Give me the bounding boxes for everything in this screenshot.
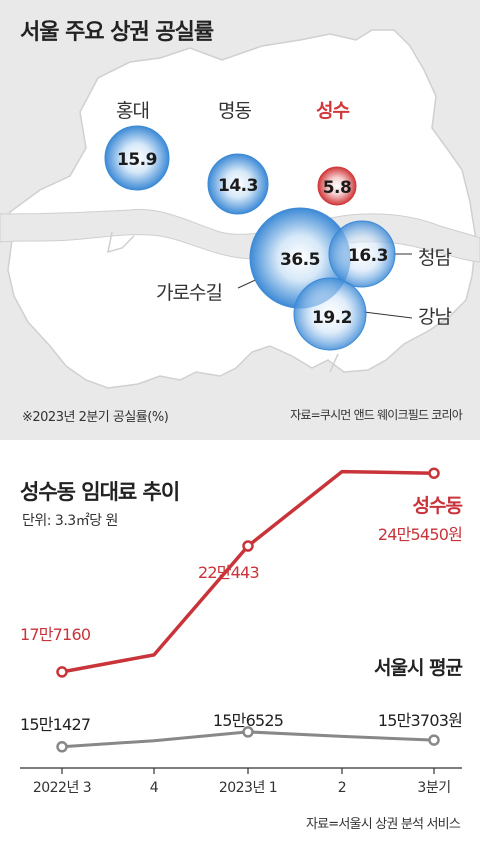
x-tick-label: 2: [338, 780, 346, 796]
map-chart-title: 서울 주요 상권 공실률: [20, 20, 214, 45]
bubble-myeongdong: [207, 153, 269, 215]
data-point-1-2: [242, 726, 254, 738]
map-note: ※2023년 2분기 공실률(%): [22, 410, 169, 425]
value-garosugil: 36.5: [280, 250, 320, 270]
seoul-map: [0, 29, 480, 389]
series-name-seongsu: 성수동: [413, 495, 463, 517]
map-source: 자료=쿠시먼 앤드 웨이크필드 코리아: [290, 408, 463, 422]
line-chart-title: 성수동 임대료 추이: [20, 480, 180, 504]
bubble-hongdae: [104, 125, 170, 191]
label-seongsu: 성수: [316, 100, 350, 122]
data-point-1-4: [428, 734, 440, 746]
value-myeongdong: 14.3: [218, 176, 258, 196]
value-cheongdam: 16.3: [348, 246, 388, 266]
data-label-1-4: 15만3703원: [378, 711, 462, 730]
district-line-2: [329, 353, 339, 373]
bubble-cheongdam: [328, 220, 396, 288]
x-tick-label: 2022년 3: [33, 780, 91, 796]
data-point-0-4: [428, 467, 440, 479]
x-tick-label: 4: [150, 780, 159, 796]
series-name-seoul: 서울시 평균: [374, 657, 463, 679]
value-seongsu: 5.8: [322, 178, 352, 198]
data-point-0-0: [56, 666, 68, 678]
line-chart-unit: 단위: 3.3㎡당 원: [22, 513, 118, 529]
line-chart-source: 자료=서울시 상권 분석 서비스: [305, 817, 461, 832]
data-label-0-0: 17만7160: [20, 625, 91, 644]
data-label-1-0: 15만1427: [20, 715, 90, 734]
label-cheongdam: 청담: [418, 247, 452, 269]
value-gangnam: 19.2: [312, 308, 352, 328]
data-label-0-4: 24만5450원: [378, 525, 462, 544]
label-hongdae: 홍대: [116, 100, 150, 122]
data-label-1-2: 15만6525: [213, 711, 283, 730]
leader-line-gangnam: [363, 311, 413, 319]
x-tick-label: 2023년 1: [219, 780, 277, 796]
value-hongdae: 15.9: [117, 150, 157, 170]
bubble-seongsu: [317, 166, 357, 206]
x-tick-label: 3분기: [417, 780, 450, 796]
label-garosugil: 가로수길: [156, 282, 223, 304]
label-myeongdong: 명동: [218, 100, 252, 122]
label-gangnam: 강남: [418, 306, 452, 328]
data-point-1-0: [56, 741, 68, 753]
district-line: [107, 231, 135, 254]
data-label-0-2: 22만443: [198, 563, 259, 582]
bubble-gangnam: [293, 277, 367, 351]
data-point-0-2: [242, 540, 254, 552]
